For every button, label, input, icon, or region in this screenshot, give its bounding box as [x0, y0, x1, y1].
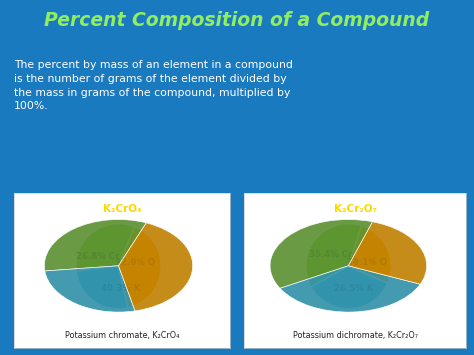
Text: Potassium dichromate, K₂Cr₂O₇: Potassium dichromate, K₂Cr₂O₇: [292, 331, 418, 340]
Text: K₂Cr₂O₇: K₂Cr₂O₇: [334, 204, 376, 214]
Text: 38.1% O: 38.1% O: [347, 258, 388, 267]
Wedge shape: [118, 227, 161, 308]
Wedge shape: [270, 219, 373, 288]
Text: Percent Composition of a Compound: Percent Composition of a Compound: [45, 11, 429, 30]
Wedge shape: [306, 224, 362, 287]
Wedge shape: [280, 266, 420, 312]
Wedge shape: [118, 223, 193, 311]
Wedge shape: [44, 219, 146, 271]
Text: 35.4% Cr: 35.4% Cr: [309, 250, 352, 259]
Text: 32.9% O: 32.9% O: [115, 258, 155, 267]
Text: K₂CrO₄: K₂CrO₄: [103, 204, 141, 214]
Text: 26.8% Cr: 26.8% Cr: [76, 252, 120, 261]
Wedge shape: [348, 222, 427, 284]
Wedge shape: [45, 266, 135, 312]
Wedge shape: [76, 266, 128, 309]
Text: Potassium chromate, K₂CrO₄: Potassium chromate, K₂CrO₄: [65, 331, 179, 340]
Wedge shape: [76, 224, 135, 271]
Text: 26.5% K: 26.5% K: [334, 284, 373, 293]
Wedge shape: [311, 266, 387, 309]
Wedge shape: [348, 226, 391, 283]
Text: The percent by mass of an element in a compound
is the number of grams of the el: The percent by mass of an element in a c…: [14, 60, 293, 111]
Text: 40.3% K: 40.3% K: [101, 284, 140, 293]
